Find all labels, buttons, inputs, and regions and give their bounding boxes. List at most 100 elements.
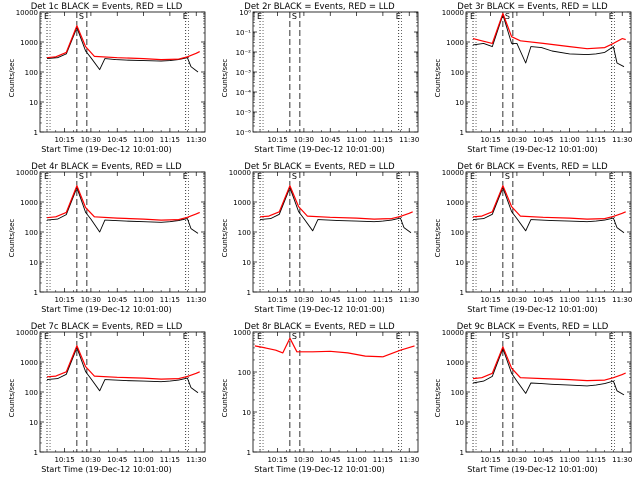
x-tick-label: 11:00 <box>346 136 366 144</box>
x-axis-label: Start Time (19-Dec-12 10:01:00) <box>467 465 598 474</box>
x-tick-label: 10:45 <box>533 456 553 464</box>
x-tick-label: 11:30 <box>186 136 206 144</box>
y-tick-label: 10 <box>29 99 38 107</box>
x-tick-label: 11:15 <box>160 136 180 144</box>
marker-label: E <box>183 12 188 21</box>
y-tick-label: 100 <box>451 69 464 77</box>
x-tick-label: 10:30 <box>81 456 101 464</box>
y-tick-label: 100 <box>25 229 38 237</box>
marker-label: E <box>470 172 475 181</box>
x-tick-label: 10:30 <box>81 136 101 144</box>
chart-title: Det 1c BLACK = Events, RED = LLD <box>30 2 183 12</box>
marker-label: S <box>292 332 297 341</box>
x-tick-label: 10:30 <box>507 296 527 304</box>
x-tick-label: 10:15 <box>54 136 74 144</box>
x-tick-label: 11:30 <box>186 296 206 304</box>
x-tick-label: 11:30 <box>612 136 632 144</box>
y-tick-label: 1 <box>34 129 38 137</box>
plot-frame <box>465 11 632 133</box>
marker-label: E <box>183 332 188 341</box>
events-series-line <box>46 347 199 394</box>
marker-label: E <box>609 172 614 181</box>
marker-label: E <box>257 332 262 341</box>
plot-frame <box>252 11 419 133</box>
x-tick-label: 11:00 <box>133 456 153 464</box>
y-tick-label: 1000 <box>233 329 251 337</box>
x-tick-label: 10:15 <box>480 296 500 304</box>
x-tick-label: 10:45 <box>107 136 127 144</box>
marker-label: E <box>609 332 614 341</box>
y-tick-label: 10 <box>242 409 251 417</box>
y-tick-label: 1 <box>247 449 251 457</box>
x-axis-label: Start Time (19-Dec-12 10:01:00) <box>254 305 385 314</box>
x-tick-label: 10:15 <box>54 456 74 464</box>
chart-title: Det 5r BLACK = Events, RED = LLD <box>244 162 395 172</box>
x-axis-label: Start Time (19-Dec-12 10:01:00) <box>41 305 172 314</box>
x-tick-label: 10:15 <box>480 456 500 464</box>
plot-frame <box>252 171 419 293</box>
y-tick-label: 10000 <box>442 9 464 17</box>
y-tick-label: 1000 <box>20 199 38 207</box>
events-series-line <box>472 14 625 68</box>
y-tick-label: 100 <box>238 369 251 377</box>
plot-frame <box>465 171 632 293</box>
y-tick-label: 1000 <box>20 359 38 367</box>
x-axis-label: Start Time (19-Dec-12 10:01:00) <box>41 145 172 154</box>
x-tick-label: 11:00 <box>346 296 366 304</box>
lld-series-line <box>472 12 626 50</box>
chart-panel-8: Det 8r BLACK = Events, RED = LLD Start Ti… <box>213 320 426 480</box>
x-tick-label: 11:00 <box>559 136 579 144</box>
x-axis-label: Start Time (19-Dec-12 10:01:00) <box>254 465 385 474</box>
marker-label: E <box>396 172 401 181</box>
x-tick-label: 11:00 <box>559 296 579 304</box>
chart-svg: 1 10 100 1000 10000 10:15 10:30 10:45 11:00 11:15… <box>442 329 633 464</box>
x-tick-label: 10:15 <box>480 136 500 144</box>
x-tick-label: 11:30 <box>399 456 419 464</box>
y-tick-label: 10⁻³ <box>236 69 252 77</box>
x-tick-label: 10:45 <box>320 136 340 144</box>
marker-label: S <box>79 172 84 181</box>
marker-label: S <box>292 172 297 181</box>
events-series-line <box>472 348 625 396</box>
marker-label: E <box>44 332 49 341</box>
x-tick-label: 10:30 <box>81 296 101 304</box>
marker-label: E <box>257 12 262 21</box>
marker-label: E <box>470 332 475 341</box>
plot-frame <box>252 331 419 453</box>
x-tick-label: 10:30 <box>507 456 527 464</box>
x-tick-label: 10:30 <box>294 136 314 144</box>
chart-svg: 1 10 100 1000 10:15 10:30 10:45 11:00 11:15 11:30… <box>233 329 419 464</box>
y-tick-label: 1000 <box>20 39 38 47</box>
x-tick-label: 10:45 <box>533 296 553 304</box>
y-tick-label: 1 <box>460 449 464 457</box>
plot-frame <box>39 171 206 293</box>
y-tick-label: 100 <box>25 389 38 397</box>
x-tick-label: 11:15 <box>373 136 393 144</box>
marker-label: S <box>505 332 510 341</box>
marker-label: E <box>396 332 401 341</box>
x-tick-label: 11:15 <box>586 296 606 304</box>
marker-label: E <box>609 12 614 21</box>
y-tick-label: 10⁻⁵ <box>236 109 252 117</box>
x-tick-label: 10:30 <box>507 136 527 144</box>
chart-title: Det 9c BLACK = Events, RED = LLD <box>456 322 609 332</box>
chart-title: Det 4r BLACK = Events, RED = LLD <box>31 162 182 172</box>
x-tick-label: 11:15 <box>586 456 606 464</box>
y-tick-label: 10⁻¹ <box>236 29 252 37</box>
y-tick-label: 10000 <box>16 9 38 17</box>
x-tick-label: 11:15 <box>373 456 393 464</box>
x-axis-label: Start Time (19-Dec-12 10:01:00) <box>467 305 598 314</box>
x-tick-label: 10:15 <box>267 456 287 464</box>
x-tick-label: 11:30 <box>612 456 632 464</box>
lld-series-line <box>254 337 415 358</box>
y-tick-label: 100 <box>451 229 464 237</box>
y-tick-label: 10⁻⁴ <box>236 89 252 97</box>
lld-series-line <box>46 185 200 221</box>
y-tick-label: 100 <box>451 389 464 397</box>
chart-svg: 1 10 100 1000 10000 10:15 10:30 10:45 11:00 11:15… <box>229 169 420 304</box>
y-tick-label: 1000 <box>233 199 251 207</box>
x-tick-label: 11:15 <box>586 136 606 144</box>
x-tick-label: 10:15 <box>267 296 287 304</box>
y-tick-label: 100 <box>25 69 38 77</box>
